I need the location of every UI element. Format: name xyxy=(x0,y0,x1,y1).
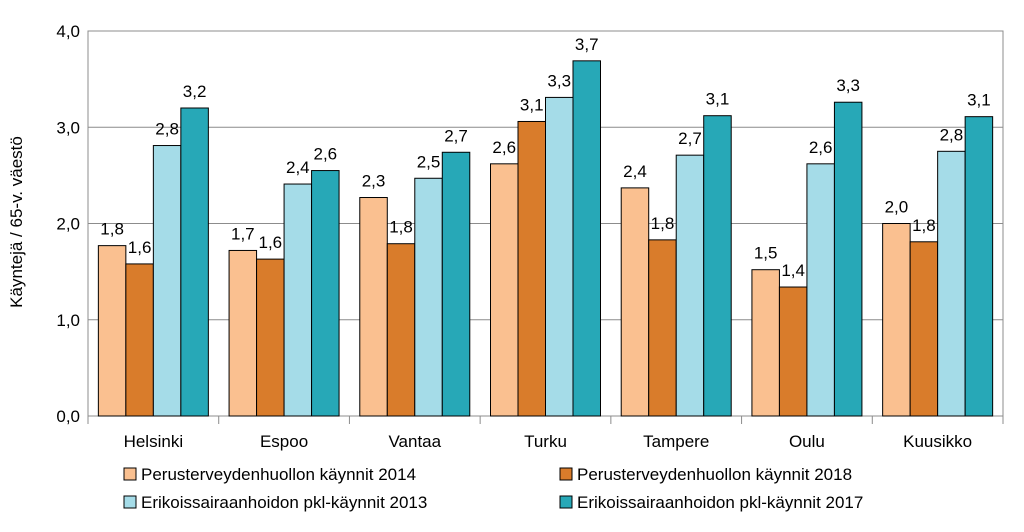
bar xyxy=(806,163,835,417)
legend-label: Erikoissairaanhoidon pkl-käynnit 2017 xyxy=(577,493,863,512)
bar xyxy=(882,223,911,417)
bar xyxy=(152,145,182,417)
bar-value-label: 1,8 xyxy=(100,220,124,239)
bar-value-label: 1,4 xyxy=(781,261,805,280)
category-label: Espoo xyxy=(260,432,308,451)
y-tick-label: 2,0 xyxy=(56,215,80,234)
category-label: Oulu xyxy=(789,432,825,451)
bar xyxy=(228,249,258,417)
bar-value-label: 2,6 xyxy=(492,138,516,157)
bar xyxy=(311,170,340,417)
bars xyxy=(97,60,994,417)
bar-value-label: 3,7 xyxy=(575,35,599,54)
bar xyxy=(833,101,863,417)
category-label: Helsinki xyxy=(124,432,184,451)
bar-value-label: 2,8 xyxy=(940,125,964,144)
bar xyxy=(751,269,780,417)
bar xyxy=(256,258,285,417)
bar-value-label: 3,3 xyxy=(836,76,860,95)
y-tick-label: 4,0 xyxy=(56,22,80,41)
bar xyxy=(441,151,471,417)
bar-value-label: 2,3 xyxy=(362,172,386,191)
category-label: Tampere xyxy=(643,432,709,451)
legend-swatch xyxy=(123,495,137,509)
category-label: Turku xyxy=(524,432,567,451)
data-labels: 1,8 1,72,32,62,41,52,01,6 1,61,83,11,81,41… xyxy=(100,35,990,280)
bar xyxy=(675,154,705,417)
bar-value-label: 3,2 xyxy=(183,82,207,101)
bar-value-label: 2,7 xyxy=(444,126,468,145)
y-tick-label: 3,0 xyxy=(56,118,80,137)
bar xyxy=(414,177,443,417)
bar-value-label: 2,0 xyxy=(885,198,909,217)
legend-label: Perusterveydenhuollon käynnit 2014 xyxy=(141,465,416,484)
bar xyxy=(283,183,313,417)
bar-value-label: 1,6 xyxy=(128,238,152,257)
bar xyxy=(648,239,677,417)
bar xyxy=(572,60,601,417)
bar xyxy=(937,150,966,417)
y-axis-title: Käyntejä / 65-v. väestö xyxy=(7,136,26,308)
bar-value-label: 2,6 xyxy=(809,138,833,157)
bar xyxy=(386,243,416,417)
legend-swatch xyxy=(123,467,137,481)
bar xyxy=(909,241,939,417)
legend-swatch xyxy=(559,495,573,509)
bar xyxy=(778,286,808,417)
bar xyxy=(97,245,127,417)
bar xyxy=(703,115,732,417)
bar-value-label: 3,3 xyxy=(547,71,571,90)
bar-value-label: 2,4 xyxy=(623,162,647,181)
bar xyxy=(964,116,994,417)
bar-value-label: 2,4 xyxy=(286,158,310,177)
y-tick-label: 0,0 xyxy=(56,407,80,426)
bar-value-label: 1,8 xyxy=(389,218,413,237)
bar xyxy=(125,263,154,417)
bar-value-label: 1,8 xyxy=(651,214,675,233)
bar-value-label: 3,1 xyxy=(520,95,544,114)
legend: Perusterveydenhuollon käynnit 2014 Perust… xyxy=(123,465,863,512)
legend-label: Erikoissairaanhoidon pkl-käynnit 2013 xyxy=(141,493,427,512)
category-label: Vantaa xyxy=(388,432,441,451)
bar-value-label: 2,6 xyxy=(314,145,338,164)
legend-label: Perusterveydenhuollon käynnit 2018 xyxy=(577,465,852,484)
bar-value-label: 1,6 xyxy=(259,233,283,252)
bar xyxy=(180,107,209,417)
bar-value-label: 2,7 xyxy=(678,129,702,148)
bar-value-label: 3,1 xyxy=(706,90,730,109)
bar-value-label: 1,5 xyxy=(754,244,778,263)
bar xyxy=(545,96,574,417)
bar xyxy=(517,120,546,417)
y-tick-label: 1,0 xyxy=(56,311,80,330)
bar-value-label: 2,8 xyxy=(155,120,179,139)
bar-value-label: 1,8 xyxy=(912,216,936,235)
bar xyxy=(490,163,519,417)
bar-value-label: 1,7 xyxy=(231,224,255,243)
bar xyxy=(620,187,650,417)
category-label: Kuusikko xyxy=(903,432,972,451)
bar xyxy=(359,197,388,417)
legend-swatch xyxy=(559,467,573,481)
bar-value-label: 3,1 xyxy=(967,91,991,110)
bar-value-label: 2,5 xyxy=(417,152,441,171)
